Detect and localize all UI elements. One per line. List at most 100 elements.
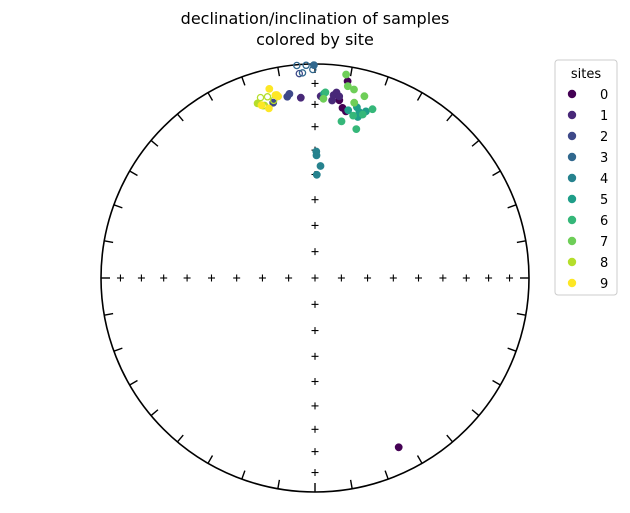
legend-label-site-6: 6 xyxy=(600,214,608,229)
axis-cross-mark xyxy=(439,274,447,282)
legend-label-site-0: 0 xyxy=(600,88,608,103)
data-point-site-8 xyxy=(263,93,272,101)
legend-marker-site-1 xyxy=(567,110,577,120)
axis-cross-mark xyxy=(183,274,191,282)
axis-cross-mark xyxy=(207,274,215,282)
legend: sites 0 1 2 3 4 5 6 7 8 9 xyxy=(554,59,618,296)
axis-cross-mark xyxy=(311,221,319,229)
axis-cross-mark xyxy=(311,248,319,256)
data-point-site-9 xyxy=(264,104,273,113)
axis-cross-mark xyxy=(311,425,319,433)
data-point-site-4 xyxy=(312,170,321,179)
rim-tick xyxy=(349,479,353,489)
rim-tick xyxy=(207,455,214,464)
data-point-site-2 xyxy=(285,90,294,98)
data-point-site-3 xyxy=(293,61,301,70)
axis-cross-mark xyxy=(389,274,397,282)
data-point-site-7 xyxy=(319,94,328,103)
axis-cross-mark xyxy=(311,327,319,335)
data-point-site-4 xyxy=(316,162,325,170)
rim-tick xyxy=(176,113,184,122)
axis-cross-mark xyxy=(485,274,493,282)
rim-tick xyxy=(349,67,353,77)
axis-cross-mark xyxy=(462,274,470,282)
data-point-site-6 xyxy=(321,88,330,97)
axis-cross-mark xyxy=(311,79,319,87)
rim-tick xyxy=(241,470,246,480)
data-point-site-7 xyxy=(350,98,359,107)
legend-marker-site-0 xyxy=(567,89,577,99)
legend-marker-site-9 xyxy=(567,278,577,288)
legend-label-site-4: 4 xyxy=(600,172,608,187)
axis-cross-mark xyxy=(311,300,319,308)
axis-cross-mark xyxy=(258,274,266,282)
data-point-site-8 xyxy=(256,93,265,102)
data-points xyxy=(253,61,403,452)
data-point-site-0 xyxy=(394,443,403,452)
axis-cross-mark xyxy=(311,196,319,204)
data-point-site-6 xyxy=(358,110,367,119)
axis-cross-mark xyxy=(311,469,319,477)
data-point-site-7 xyxy=(342,70,350,79)
data-point-site-6 xyxy=(349,111,357,120)
legend-label-site-7: 7 xyxy=(600,235,608,250)
rim-tick xyxy=(416,92,423,101)
data-point-site-1 xyxy=(296,93,305,102)
legend-marker-site-3 xyxy=(567,152,577,162)
rim-tick xyxy=(176,434,184,443)
axis-cross-mark xyxy=(311,274,319,282)
axis-cross-mark xyxy=(233,274,241,282)
legend-marker-site-8 xyxy=(567,257,577,267)
legend-marker-site-6 xyxy=(567,215,577,225)
rim-tick xyxy=(492,379,501,386)
rim-tick xyxy=(113,204,123,209)
data-point-site-7 xyxy=(350,85,358,94)
data-point-site-7 xyxy=(360,92,369,101)
rim-tick xyxy=(492,170,501,177)
rim-tick xyxy=(471,409,480,417)
rim-tick xyxy=(507,204,517,209)
axis-cross-mark xyxy=(311,378,319,386)
axis-cross-mark xyxy=(285,274,293,282)
rim-tick xyxy=(516,312,526,316)
legend-label-site-8: 8 xyxy=(600,256,608,271)
rim-tick xyxy=(384,470,389,480)
rim-tick xyxy=(516,240,526,244)
data-point-site-2 xyxy=(295,69,304,78)
data-point-site-2 xyxy=(269,98,278,107)
rim-tick xyxy=(129,170,138,177)
legend-label-site-3: 3 xyxy=(600,151,608,166)
axis-cross-mark xyxy=(160,274,168,282)
data-point-site-6 xyxy=(352,125,361,134)
legend-marker-site-2 xyxy=(567,131,577,141)
rim-tick xyxy=(113,347,123,352)
axis-cross-mark xyxy=(506,274,514,282)
rim-tick xyxy=(471,139,480,147)
axis-cross-mark xyxy=(311,352,319,360)
rim-tick xyxy=(129,379,138,386)
rim-tick xyxy=(150,409,159,417)
legend-label-site-1: 1 xyxy=(600,109,608,124)
axis-cross-mark xyxy=(311,402,319,410)
data-point-site-3 xyxy=(298,69,307,77)
axis-cross-mark xyxy=(337,274,345,282)
rim-tick xyxy=(416,455,423,464)
data-point-site-4 xyxy=(312,147,321,156)
legend-label-site-9: 9 xyxy=(600,277,608,292)
rim-tick xyxy=(104,240,114,244)
stereonet-frame xyxy=(100,63,530,493)
rim-tick xyxy=(104,312,114,316)
data-point-site-6 xyxy=(337,117,346,126)
legend-marker-site-4 xyxy=(567,173,577,183)
rim-tick xyxy=(277,67,281,77)
legend-label-site-2: 2 xyxy=(600,130,608,145)
rim-tick xyxy=(384,76,389,86)
rim-tick xyxy=(241,76,246,86)
rim-tick xyxy=(507,347,517,352)
rim-tick xyxy=(207,92,214,101)
legend-title: sites xyxy=(571,67,601,82)
axis-cross-mark xyxy=(311,100,319,108)
rim-tick xyxy=(277,479,281,489)
legend-label-site-5: 5 xyxy=(600,193,608,208)
